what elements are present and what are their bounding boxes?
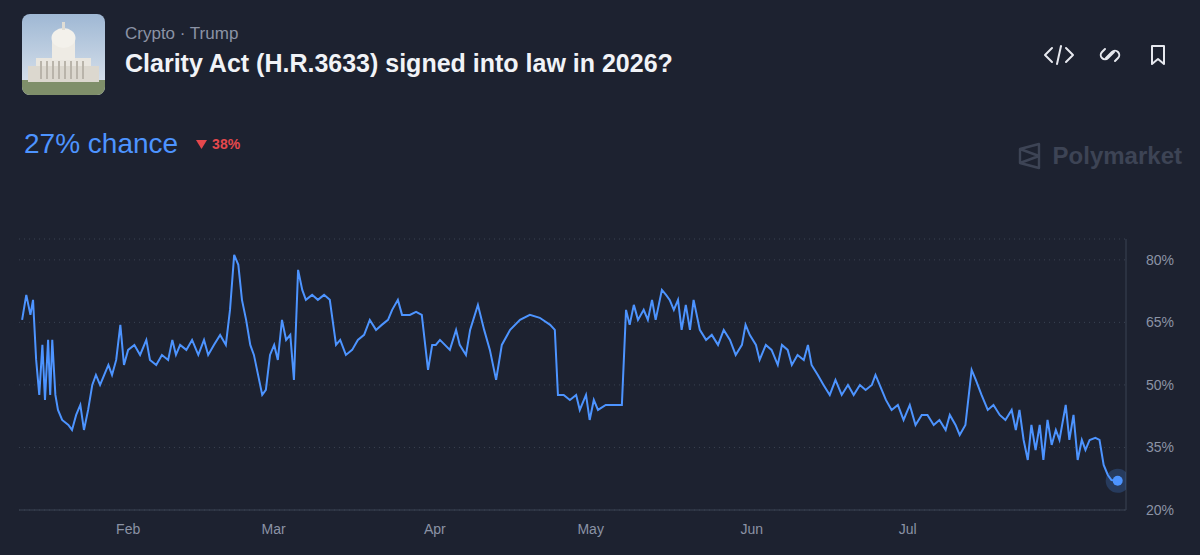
html-text:38%: 38% <box>212 136 241 152</box>
html-text:Clarity Act (H.R.3633) signed: Clarity Act (H.R.3633) signed into law i… <box>125 49 673 77</box>
html-text:Polymarket: Polymarket <box>1052 142 1182 169</box>
svg-text:65%: 65% <box>1146 314 1174 330</box>
svg-text:Mar: Mar <box>262 521 286 537</box>
html-text:Crypto · Trump: Crypto · Trump <box>125 24 239 43</box>
svg-text:Jul: Jul <box>899 521 917 537</box>
svg-text:35%: 35% <box>1146 439 1174 455</box>
svg-text:50%: 50% <box>1146 377 1174 393</box>
svg-text:Feb: Feb <box>116 521 140 537</box>
svg-text:May: May <box>577 521 603 537</box>
svg-text:Apr: Apr <box>424 521 446 537</box>
svg-text:20%: 20% <box>1146 502 1174 518</box>
svg-text:80%: 80% <box>1146 252 1174 268</box>
svg-text:Jun: Jun <box>741 521 764 537</box>
html-text:27% chance: 27% chance <box>24 128 179 159</box>
